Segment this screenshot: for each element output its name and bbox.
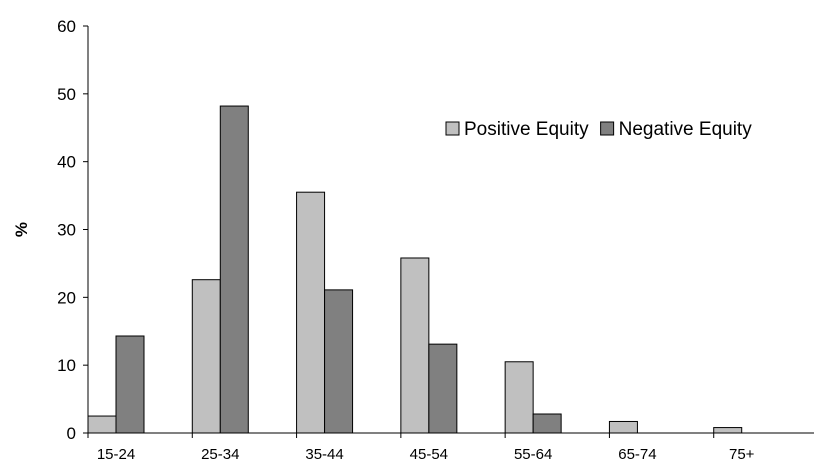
- bar-negative-equity-45-54: [428, 343, 458, 434]
- bar-positive-equity-15-24: [87, 415, 117, 434]
- y-tick-label: 0: [67, 424, 76, 443]
- y-tick-label: 60: [57, 17, 76, 36]
- y-tick-label: 50: [57, 85, 76, 104]
- x-tick-label: 45-54: [410, 446, 448, 463]
- bar-positive-equity-25-34: [191, 279, 221, 434]
- bar-negative-equity-15-24: [115, 335, 145, 434]
- legend-label-negative-equity: Negative Equity: [619, 119, 753, 140]
- bar-negative-equity-35-44: [324, 289, 354, 434]
- x-tick-label: 15-24: [97, 446, 135, 463]
- legend-swatch-positive-equity: [445, 121, 460, 136]
- x-tick-label: 65-74: [618, 446, 656, 463]
- legend: Positive Equity Negative Equity: [445, 119, 753, 140]
- legend-swatch-negative-equity: [600, 121, 615, 136]
- bar-positive-equity-65-74: [608, 420, 638, 434]
- bar-negative-equity-25-34: [219, 105, 249, 434]
- y-tick-label: 40: [57, 153, 76, 172]
- y-axis-title: %: [12, 222, 31, 237]
- bars-group: [87, 105, 743, 434]
- bar-positive-equity-75+: [713, 427, 743, 434]
- y-tick-label: 30: [57, 221, 76, 240]
- bar-positive-equity-45-54: [400, 257, 430, 434]
- ticks-group: 0 10 20 30 40 50 60 15-24 25-34 35-44 45-54 55-64 65…: [57, 17, 755, 463]
- x-tick-label: 25-34: [201, 446, 239, 463]
- bar-positive-equity-35-44: [296, 191, 326, 434]
- y-tick-label: 10: [57, 356, 76, 375]
- bar-positive-equity-55-64: [504, 361, 534, 434]
- y-tick-label: 20: [57, 288, 76, 307]
- x-tick-label: 55-64: [514, 446, 552, 463]
- bar-negative-equity-55-64: [532, 413, 562, 434]
- x-tick-label: 75+: [729, 446, 755, 463]
- legend-label-positive-equity: Positive Equity: [464, 119, 589, 140]
- x-tick-label: 35-44: [305, 446, 343, 463]
